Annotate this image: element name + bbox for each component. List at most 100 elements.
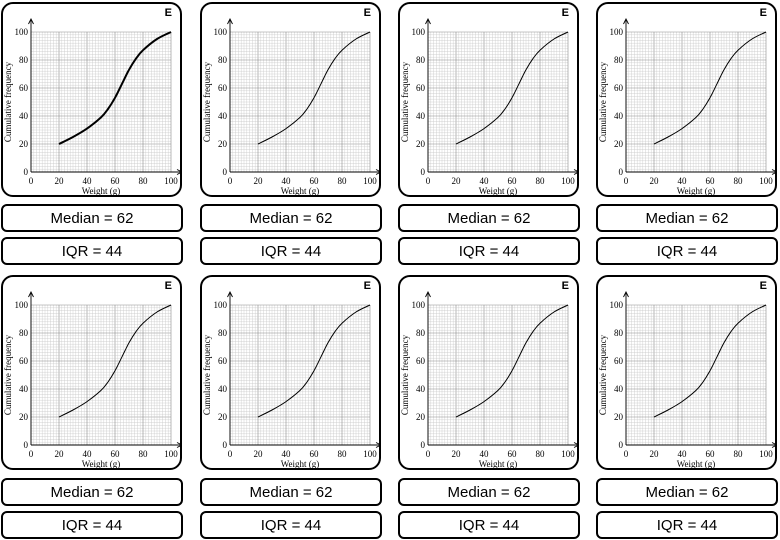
y-tick-label: 40 xyxy=(19,111,29,121)
iqr-answer-box: IQR = 44 xyxy=(596,237,778,265)
x-tick-label: 60 xyxy=(111,449,121,459)
y-axis-arrow-icon xyxy=(425,290,431,298)
x-axis-arrow-icon xyxy=(176,169,180,175)
x-tick-label: 40 xyxy=(678,176,688,186)
x-tick-label: 60 xyxy=(310,449,320,459)
y-tick-label: 60 xyxy=(19,356,29,366)
x-tick-label: 0 xyxy=(29,449,34,459)
cumulative-frequency-curve xyxy=(58,304,172,418)
x-tick-label: 80 xyxy=(536,176,546,186)
card-letter: E xyxy=(561,7,569,19)
y-axis-arrow-icon xyxy=(227,17,233,25)
x-axis-arrow-icon xyxy=(573,169,577,175)
x-tick-label: 80 xyxy=(338,449,348,459)
x-tick-label: 100 xyxy=(164,449,178,459)
cumulative-frequency-curve xyxy=(455,31,569,145)
grid xyxy=(625,31,767,173)
x-tick-label: 0 xyxy=(29,176,34,186)
x-axis-label: Weight (g) xyxy=(479,459,518,469)
grid xyxy=(625,304,767,446)
y-tick-label: 20 xyxy=(19,412,29,422)
y-tick-label: 20 xyxy=(218,412,228,422)
x-tick-label: 0 xyxy=(426,176,431,186)
iqr-answer-box: IQR = 44 xyxy=(200,511,382,539)
y-tick-label: 20 xyxy=(218,139,228,149)
y-tick-label: 100 xyxy=(610,27,624,37)
cumulative-frequency-curve xyxy=(257,304,371,418)
y-axis-label: Cumulative frequency xyxy=(3,334,13,415)
x-tick-label: 100 xyxy=(759,176,773,186)
card-letter: E xyxy=(363,280,371,292)
cumulative-frequency-curve xyxy=(653,304,767,418)
iqr-answer-box: IQR = 44 xyxy=(398,237,580,265)
iqr-answer-box: IQR = 44 xyxy=(200,237,382,265)
x-axis-arrow-icon xyxy=(176,442,180,448)
x-axis-label: Weight (g) xyxy=(82,459,121,469)
graph-card: 0 20 40 60 80 100 0 20 40 60 80 100 Weight (g) Cumula… xyxy=(200,2,381,197)
y-tick-label: 80 xyxy=(19,55,29,65)
y-tick-label: 40 xyxy=(614,111,624,121)
y-tick-label: 20 xyxy=(416,412,426,422)
cumulative-frequency-chart: 0 20 40 60 80 100 0 20 40 60 80 100 Weight (g) Cumula… xyxy=(3,17,180,195)
y-tick-label: 60 xyxy=(614,356,624,366)
y-tick-label: 100 xyxy=(610,300,624,310)
y-tick-label: 100 xyxy=(412,300,426,310)
x-tick-label: 80 xyxy=(536,449,546,459)
graph-card: 0 20 40 60 80 100 0 20 40 60 80 100 Weight (g) Cumula… xyxy=(398,2,579,197)
y-axis-label: Cumulative frequency xyxy=(598,61,608,142)
x-axis-label: Weight (g) xyxy=(281,459,320,469)
median-answer-box: Median = 62 xyxy=(398,478,580,506)
median-answer-box: Median = 62 xyxy=(1,478,183,506)
y-tick-label: 40 xyxy=(416,111,426,121)
card-letter: E xyxy=(561,280,569,292)
cumulative-frequency-chart: 0 20 40 60 80 100 0 20 40 60 80 100 Weight (g) Cumula… xyxy=(400,17,577,195)
y-axis-label: Cumulative frequency xyxy=(202,61,212,142)
x-tick-label: 20 xyxy=(254,449,264,459)
y-tick-label: 0 xyxy=(421,440,426,450)
y-tick-label: 100 xyxy=(15,27,29,37)
x-axis-label: Weight (g) xyxy=(677,186,716,196)
card-letter: E xyxy=(363,7,371,19)
y-tick-label: 20 xyxy=(19,139,29,149)
y-tick-label: 40 xyxy=(19,384,29,394)
y-tick-label: 0 xyxy=(223,167,228,177)
graph-card: 0 20 40 60 80 100 0 20 40 60 80 100 Weight (g) Cumula… xyxy=(1,275,182,470)
y-tick-label: 0 xyxy=(421,167,426,177)
y-tick-label: 40 xyxy=(218,111,228,121)
cumulative-frequency-curve xyxy=(455,304,569,418)
x-tick-label: 100 xyxy=(759,449,773,459)
x-tick-label: 40 xyxy=(480,176,490,186)
x-tick-label: 20 xyxy=(254,176,264,186)
x-axis-label: Weight (g) xyxy=(677,459,716,469)
grid xyxy=(30,31,172,173)
iqr-answer-box: IQR = 44 xyxy=(596,511,778,539)
y-tick-label: 60 xyxy=(614,83,624,93)
x-axis-arrow-icon xyxy=(375,442,379,448)
median-answer-box: Median = 62 xyxy=(596,204,778,232)
x-tick-label: 80 xyxy=(139,449,149,459)
x-tick-label: 40 xyxy=(83,176,93,186)
grid xyxy=(427,31,569,173)
y-axis-label: Cumulative frequency xyxy=(598,334,608,415)
y-tick-label: 100 xyxy=(15,300,29,310)
y-tick-label: 0 xyxy=(24,440,29,450)
y-tick-label: 20 xyxy=(416,139,426,149)
y-tick-label: 80 xyxy=(614,55,624,65)
x-axis-label: Weight (g) xyxy=(281,186,320,196)
x-tick-label: 100 xyxy=(164,176,178,186)
y-axis-arrow-icon xyxy=(28,17,34,25)
x-tick-label: 100 xyxy=(561,449,575,459)
x-tick-label: 20 xyxy=(650,176,660,186)
y-tick-label: 60 xyxy=(19,83,29,93)
graph-card: 0 20 40 60 80 100 0 20 40 60 80 100 Weight (g) Cumula… xyxy=(1,2,182,197)
x-tick-label: 80 xyxy=(734,176,744,186)
card-letter: E xyxy=(164,7,172,19)
x-tick-label: 0 xyxy=(228,449,233,459)
x-tick-label: 100 xyxy=(363,449,377,459)
y-tick-label: 40 xyxy=(218,384,228,394)
x-tick-label: 20 xyxy=(452,176,462,186)
grid xyxy=(427,304,569,446)
cumulative-frequency-chart: 0 20 40 60 80 100 0 20 40 60 80 100 Weight (g) Cumula… xyxy=(202,290,379,469)
x-tick-label: 0 xyxy=(426,449,431,459)
x-tick-label: 80 xyxy=(139,176,149,186)
